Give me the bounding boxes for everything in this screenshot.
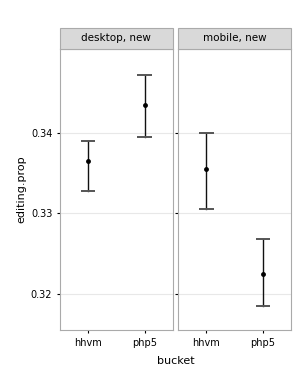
Text: desktop, new: desktop, new [81,33,151,44]
Y-axis label: editing.prop: editing.prop [17,156,27,223]
Text: bucket: bucket [157,356,194,366]
Text: mobile, new: mobile, new [203,33,266,44]
